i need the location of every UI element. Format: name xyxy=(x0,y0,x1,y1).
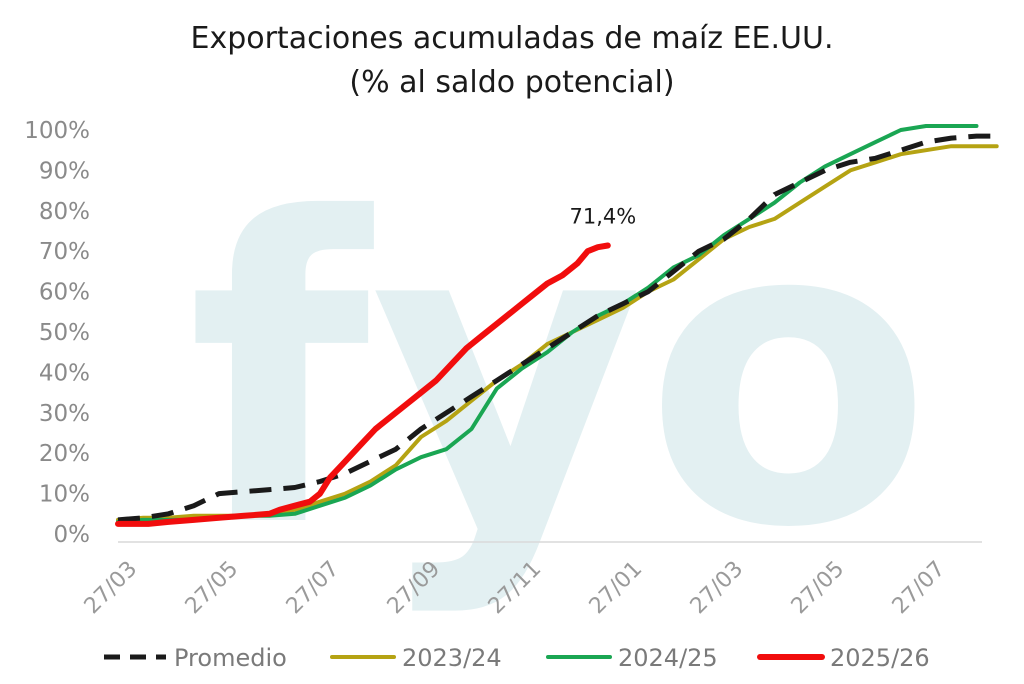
series-layer xyxy=(115,124,999,527)
legend-label: 2025/26 xyxy=(830,644,930,672)
watermark-logo: fyo xyxy=(187,131,932,620)
y-tick-label: 80% xyxy=(39,199,90,225)
y-tick-label: 10% xyxy=(39,482,90,508)
annotation-label: 71,4% xyxy=(569,205,636,229)
y-tick-label: 50% xyxy=(39,320,90,346)
y-tick-label: 90% xyxy=(39,158,90,184)
y-tick-label: 20% xyxy=(39,441,90,467)
y-tick-label: 30% xyxy=(39,401,90,427)
series-line-promedio xyxy=(117,133,997,523)
y-axis: 0% 10% 20% 30% 40% 50% 60% 70% 80% 90% 100% xyxy=(24,118,90,548)
y-tick-label: 0% xyxy=(54,522,91,548)
legend: Promedio 2023/24 2024/25 2025/26 xyxy=(104,644,930,672)
x-tick-label: 27/03 xyxy=(80,557,143,620)
y-tick-label: 60% xyxy=(39,280,90,306)
chart-subtitle: (% al saldo potencial) xyxy=(349,65,674,100)
y-tick-label: 40% xyxy=(39,360,90,386)
legend-label: 2024/25 xyxy=(618,644,718,672)
series-line-2025-26 xyxy=(115,242,611,527)
annotation-layer: 71,4% xyxy=(569,205,636,229)
legend-label: Promedio xyxy=(174,644,287,672)
legend-label: 2023/24 xyxy=(402,644,502,672)
y-tick-label: 70% xyxy=(39,239,90,265)
y-tick-label: 100% xyxy=(24,118,90,144)
chart-title: Exportaciones acumuladas de maíz EE.UU. xyxy=(190,21,833,56)
